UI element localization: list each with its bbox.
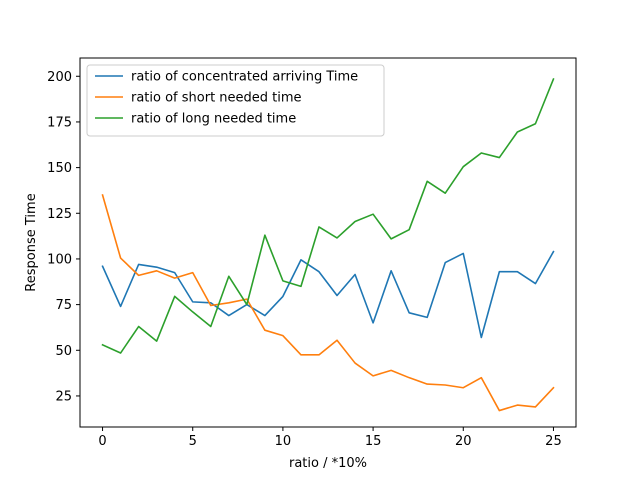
y-axis-ticks: 25 50 75 100 125 150 175 200 bbox=[47, 70, 80, 404]
y-tick-label: 150 bbox=[47, 161, 72, 176]
x-tick-label: 5 bbox=[189, 434, 197, 449]
legend-box bbox=[86, 64, 385, 137]
x-axis-ticks: 0 5 10 15 20 25 bbox=[98, 427, 562, 449]
y-tick-label: 50 bbox=[55, 344, 72, 359]
y-tick-label: 200 bbox=[47, 70, 72, 85]
legend-label: ratio of concentrated arriving Time bbox=[131, 70, 358, 85]
series-layer bbox=[101, 77, 555, 412]
y-tick-label: 75 bbox=[55, 298, 72, 313]
axes-frame bbox=[79, 57, 577, 428]
x-tick-label: 10 bbox=[275, 434, 292, 449]
y-axis-label: Response Time bbox=[24, 193, 39, 291]
y-tick-label: 175 bbox=[47, 115, 72, 130]
legend: ratio of concentrated arriving Time ratio… bbox=[86, 64, 385, 137]
x-axis-label: ratio / *10% bbox=[289, 456, 367, 471]
series-line-1 bbox=[101, 250, 555, 339]
series-line-3 bbox=[101, 77, 555, 354]
axes-layer bbox=[79, 57, 577, 428]
legend-label: ratio of short needed time bbox=[131, 91, 302, 106]
x-tick-label: 25 bbox=[545, 434, 562, 449]
y-tick-label: 100 bbox=[47, 252, 72, 267]
y-tick-label: 125 bbox=[47, 207, 72, 222]
series-line-2 bbox=[101, 194, 555, 412]
x-tick-label: 0 bbox=[98, 434, 106, 449]
x-tick-label: 20 bbox=[455, 434, 472, 449]
y-tick-label: 25 bbox=[55, 389, 72, 404]
legend-label: ratio of long needed time bbox=[131, 112, 296, 127]
x-tick-label: 15 bbox=[365, 434, 382, 449]
